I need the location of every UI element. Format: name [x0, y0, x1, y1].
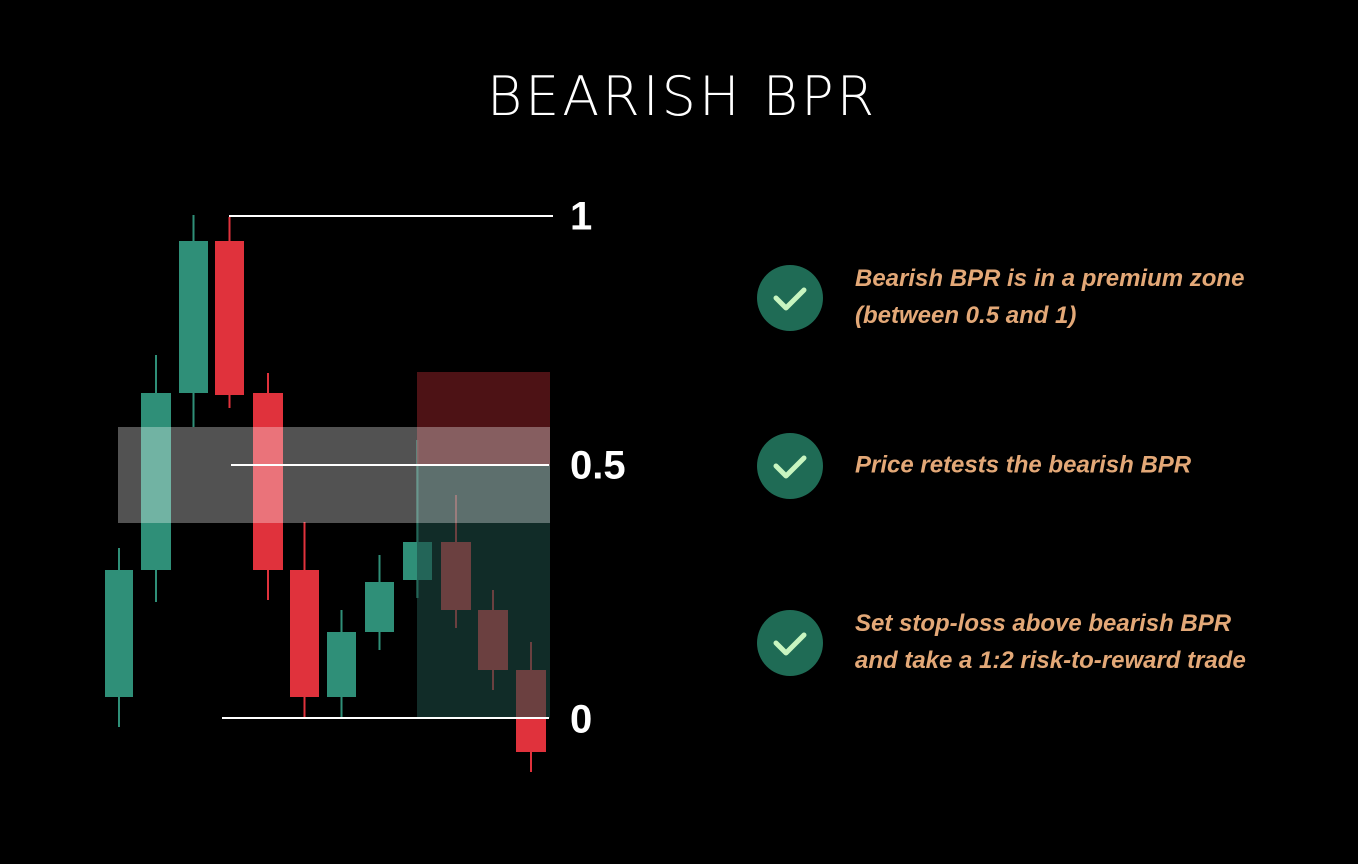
point-text: (between 0.5 and 1) [855, 302, 1076, 329]
candle-body [215, 241, 244, 395]
candle-body [290, 570, 319, 697]
candle-body [141, 393, 171, 570]
stop-loss-zone [417, 372, 550, 465]
point-text: Set stop-loss above bearish BPR [855, 610, 1232, 637]
candle-body [253, 393, 283, 570]
candle-body [105, 570, 133, 697]
take-profit-zone [417, 465, 550, 718]
point-text: Bearish BPR is in a premium zone [855, 265, 1244, 292]
level-label: 0 [570, 698, 592, 742]
point-text: and take a 1:2 risk-to-reward trade [855, 647, 1246, 674]
checklist: Bearish BPR is in a premium zone (between… [757, 265, 1246, 676]
check-mark [773, 287, 807, 311]
title: BEARISH BPR [487, 65, 877, 128]
level-label: 0.5 [570, 444, 626, 488]
zones [118, 372, 550, 718]
check-mark [773, 632, 807, 656]
point-text: Price retests the bearish BPR [855, 451, 1192, 478]
level-label: 1 [570, 195, 592, 239]
check-icon [757, 265, 823, 331]
check-mark [773, 455, 807, 479]
check-icon [757, 610, 823, 676]
bpr-zone [118, 427, 550, 523]
candle-body [327, 632, 356, 697]
candle-body [365, 582, 394, 632]
check-icon [757, 433, 823, 499]
candle-body [179, 241, 208, 393]
